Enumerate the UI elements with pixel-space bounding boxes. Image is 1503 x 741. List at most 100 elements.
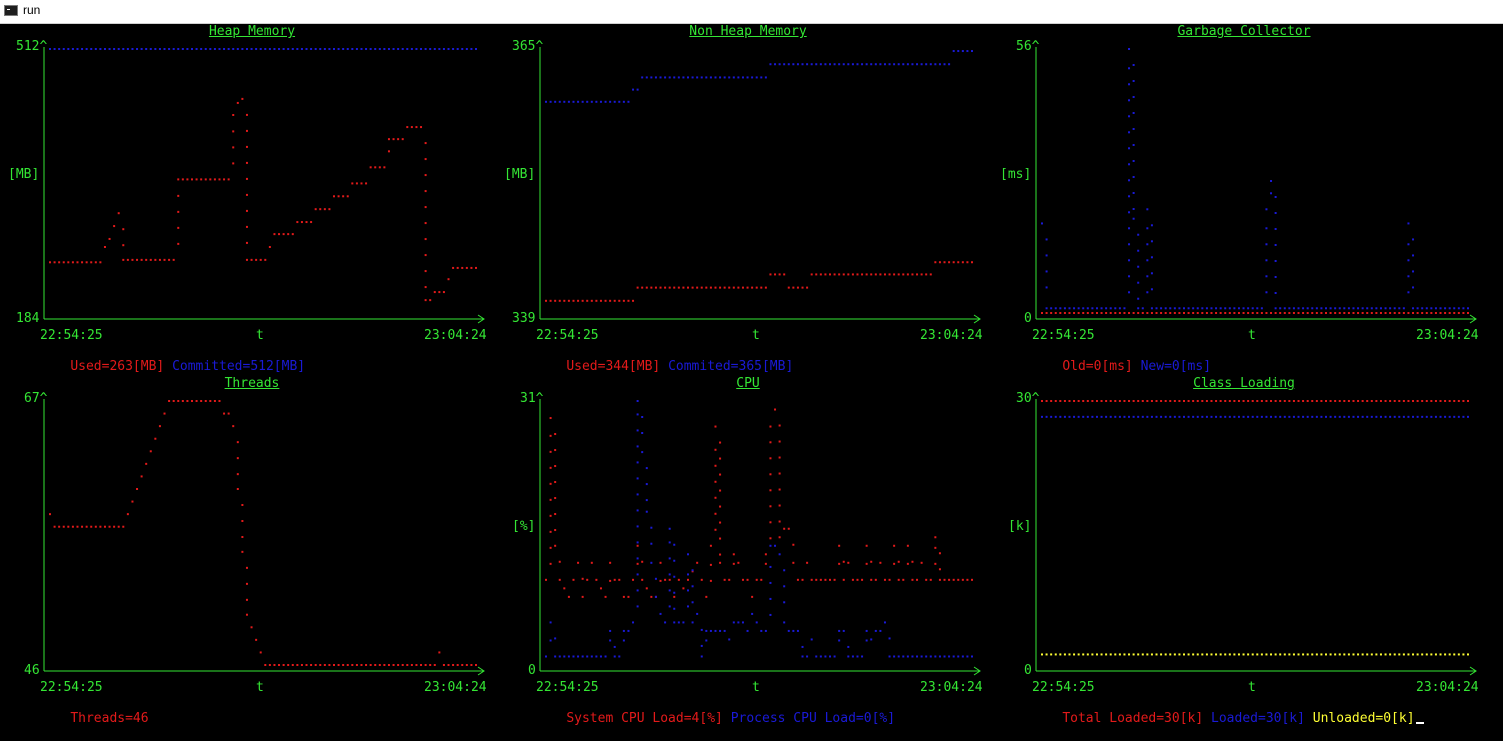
data-point — [641, 451, 644, 454]
data-point — [723, 286, 726, 289]
data-point — [452, 266, 455, 269]
data-point — [636, 589, 639, 592]
data-point — [687, 605, 689, 608]
data-point — [810, 273, 813, 276]
data-point — [1279, 653, 1282, 656]
data-point — [314, 208, 317, 211]
data-point — [636, 557, 639, 560]
data-point — [902, 655, 905, 658]
data-point — [475, 48, 477, 50]
data-point — [636, 562, 639, 565]
data-point — [1270, 180, 1273, 182]
data-point — [609, 639, 612, 642]
x-mid-label: t — [256, 328, 264, 343]
data-point — [829, 273, 831, 276]
data-point — [1137, 233, 1140, 236]
data-point — [1137, 307, 1140, 310]
data-point — [796, 578, 799, 581]
data-point — [581, 299, 584, 302]
data-point — [696, 612, 699, 615]
data-point — [1132, 96, 1135, 98]
data-point — [1141, 307, 1144, 310]
data-point — [636, 573, 639, 576]
data-point — [1128, 163, 1131, 166]
data-point — [1041, 653, 1043, 656]
data-point — [58, 261, 61, 264]
data-point — [604, 299, 607, 302]
data-point — [554, 637, 557, 640]
data-point — [709, 286, 712, 289]
data-point — [545, 299, 547, 302]
data-point — [1274, 260, 1277, 262]
data-point — [424, 48, 427, 50]
data-point — [1128, 131, 1131, 134]
chart-plot — [1035, 399, 1477, 676]
data-point — [1338, 312, 1341, 314]
data-point — [613, 100, 616, 103]
data-point — [1283, 400, 1286, 402]
data-point — [1128, 415, 1131, 418]
panel-non-heap-memory: Non Heap Memory 365^ [MB] 339 22:54:25 t… — [500, 24, 996, 376]
data-point — [792, 561, 795, 564]
data-point — [273, 664, 276, 666]
data-point — [1448, 415, 1451, 418]
data-point — [705, 76, 708, 79]
series-process-cpu-load — [545, 400, 973, 658]
data-point — [778, 273, 781, 276]
data-point — [613, 578, 616, 581]
data-point — [1128, 99, 1131, 102]
data-point — [636, 400, 639, 402]
data-point — [1274, 228, 1277, 230]
data-point — [1187, 312, 1190, 314]
data-point — [1091, 653, 1094, 656]
data-point — [1192, 307, 1195, 310]
data-point — [1169, 312, 1172, 314]
data-point — [948, 655, 951, 658]
data-point — [549, 546, 552, 549]
data-point — [1366, 312, 1369, 314]
x-mid-label: t — [1248, 328, 1256, 343]
window-titlebar: run — [0, 0, 1503, 24]
data-point — [81, 525, 84, 528]
data-point — [1283, 653, 1286, 656]
data-point — [659, 76, 662, 79]
data-point — [1173, 653, 1176, 656]
panel-title: CPU — [736, 376, 760, 391]
data-point — [305, 664, 308, 666]
data-point — [1247, 307, 1250, 310]
data-point — [1205, 415, 1208, 418]
data-point — [1352, 415, 1355, 418]
data-point — [1302, 400, 1305, 402]
data-point — [1260, 400, 1263, 402]
data-point — [378, 48, 381, 50]
data-point — [558, 100, 561, 103]
data-point — [369, 664, 372, 666]
data-point — [1192, 653, 1195, 656]
data-point — [264, 664, 267, 666]
data-point — [549, 498, 552, 501]
data-point — [1137, 400, 1140, 402]
data-point — [792, 543, 795, 546]
series-committed — [49, 48, 477, 50]
x-axis-arrow — [477, 314, 485, 324]
data-point — [1329, 400, 1332, 402]
data-point — [1393, 415, 1396, 418]
data-point — [126, 258, 129, 261]
data-point — [245, 258, 248, 261]
data-point — [429, 48, 432, 50]
window-title: run — [23, 3, 41, 17]
data-point — [1073, 415, 1076, 418]
data-point — [577, 561, 580, 564]
data-point — [599, 100, 602, 103]
data-point — [769, 441, 772, 444]
data-point — [1137, 249, 1140, 252]
data-point — [911, 560, 914, 563]
data-point — [1237, 307, 1240, 310]
data-point — [829, 63, 831, 66]
data-point — [636, 413, 639, 416]
data-point — [76, 261, 79, 264]
data-point — [191, 178, 193, 181]
data-point — [636, 477, 639, 480]
data-point — [943, 261, 946, 264]
data-point — [769, 537, 772, 540]
